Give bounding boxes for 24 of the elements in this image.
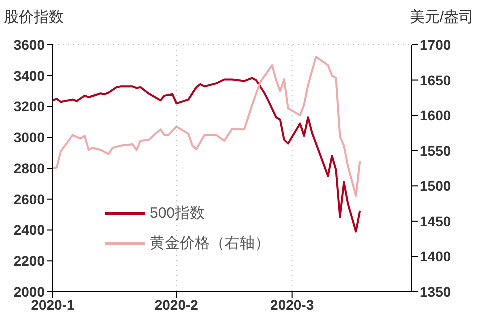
y2-tick-label: 1700 <box>420 36 452 53</box>
y2-tick-label: 1400 <box>420 248 452 265</box>
y-tick-label: 2200 <box>14 253 46 270</box>
x-tick-label: 2020-2 <box>154 296 199 313</box>
y-tick-label: 2400 <box>14 222 46 238</box>
y2-tick-label: 1450 <box>420 213 452 230</box>
y2-tick-label: 1650 <box>420 72 452 88</box>
x-tick-label: 2020-3 <box>270 296 314 313</box>
y-tick-label: 2600 <box>14 191 46 208</box>
line-series <box>53 56 362 198</box>
y-axis-title: 股价指数 <box>4 8 64 27</box>
y2-tick-label: 1550 <box>420 142 452 159</box>
line-series <box>53 77 362 233</box>
legend-label: 500指数 <box>150 204 206 222</box>
y2-tick-label: 1500 <box>420 178 452 194</box>
y-tick-label: 2800 <box>14 160 46 176</box>
legend-label: 黄金价格（右轴） <box>150 234 270 252</box>
y2-axis-title: 美元/盎司 <box>410 8 474 27</box>
y-tick-label: 3400 <box>14 68 46 84</box>
y-tick-label: 3200 <box>14 98 46 115</box>
y-tick-label: 3600 <box>14 36 46 53</box>
y-tick-label: 3000 <box>14 130 46 146</box>
y2-tick-label: 1600 <box>420 108 452 124</box>
y2-tick-label: 1350 <box>420 284 452 300</box>
